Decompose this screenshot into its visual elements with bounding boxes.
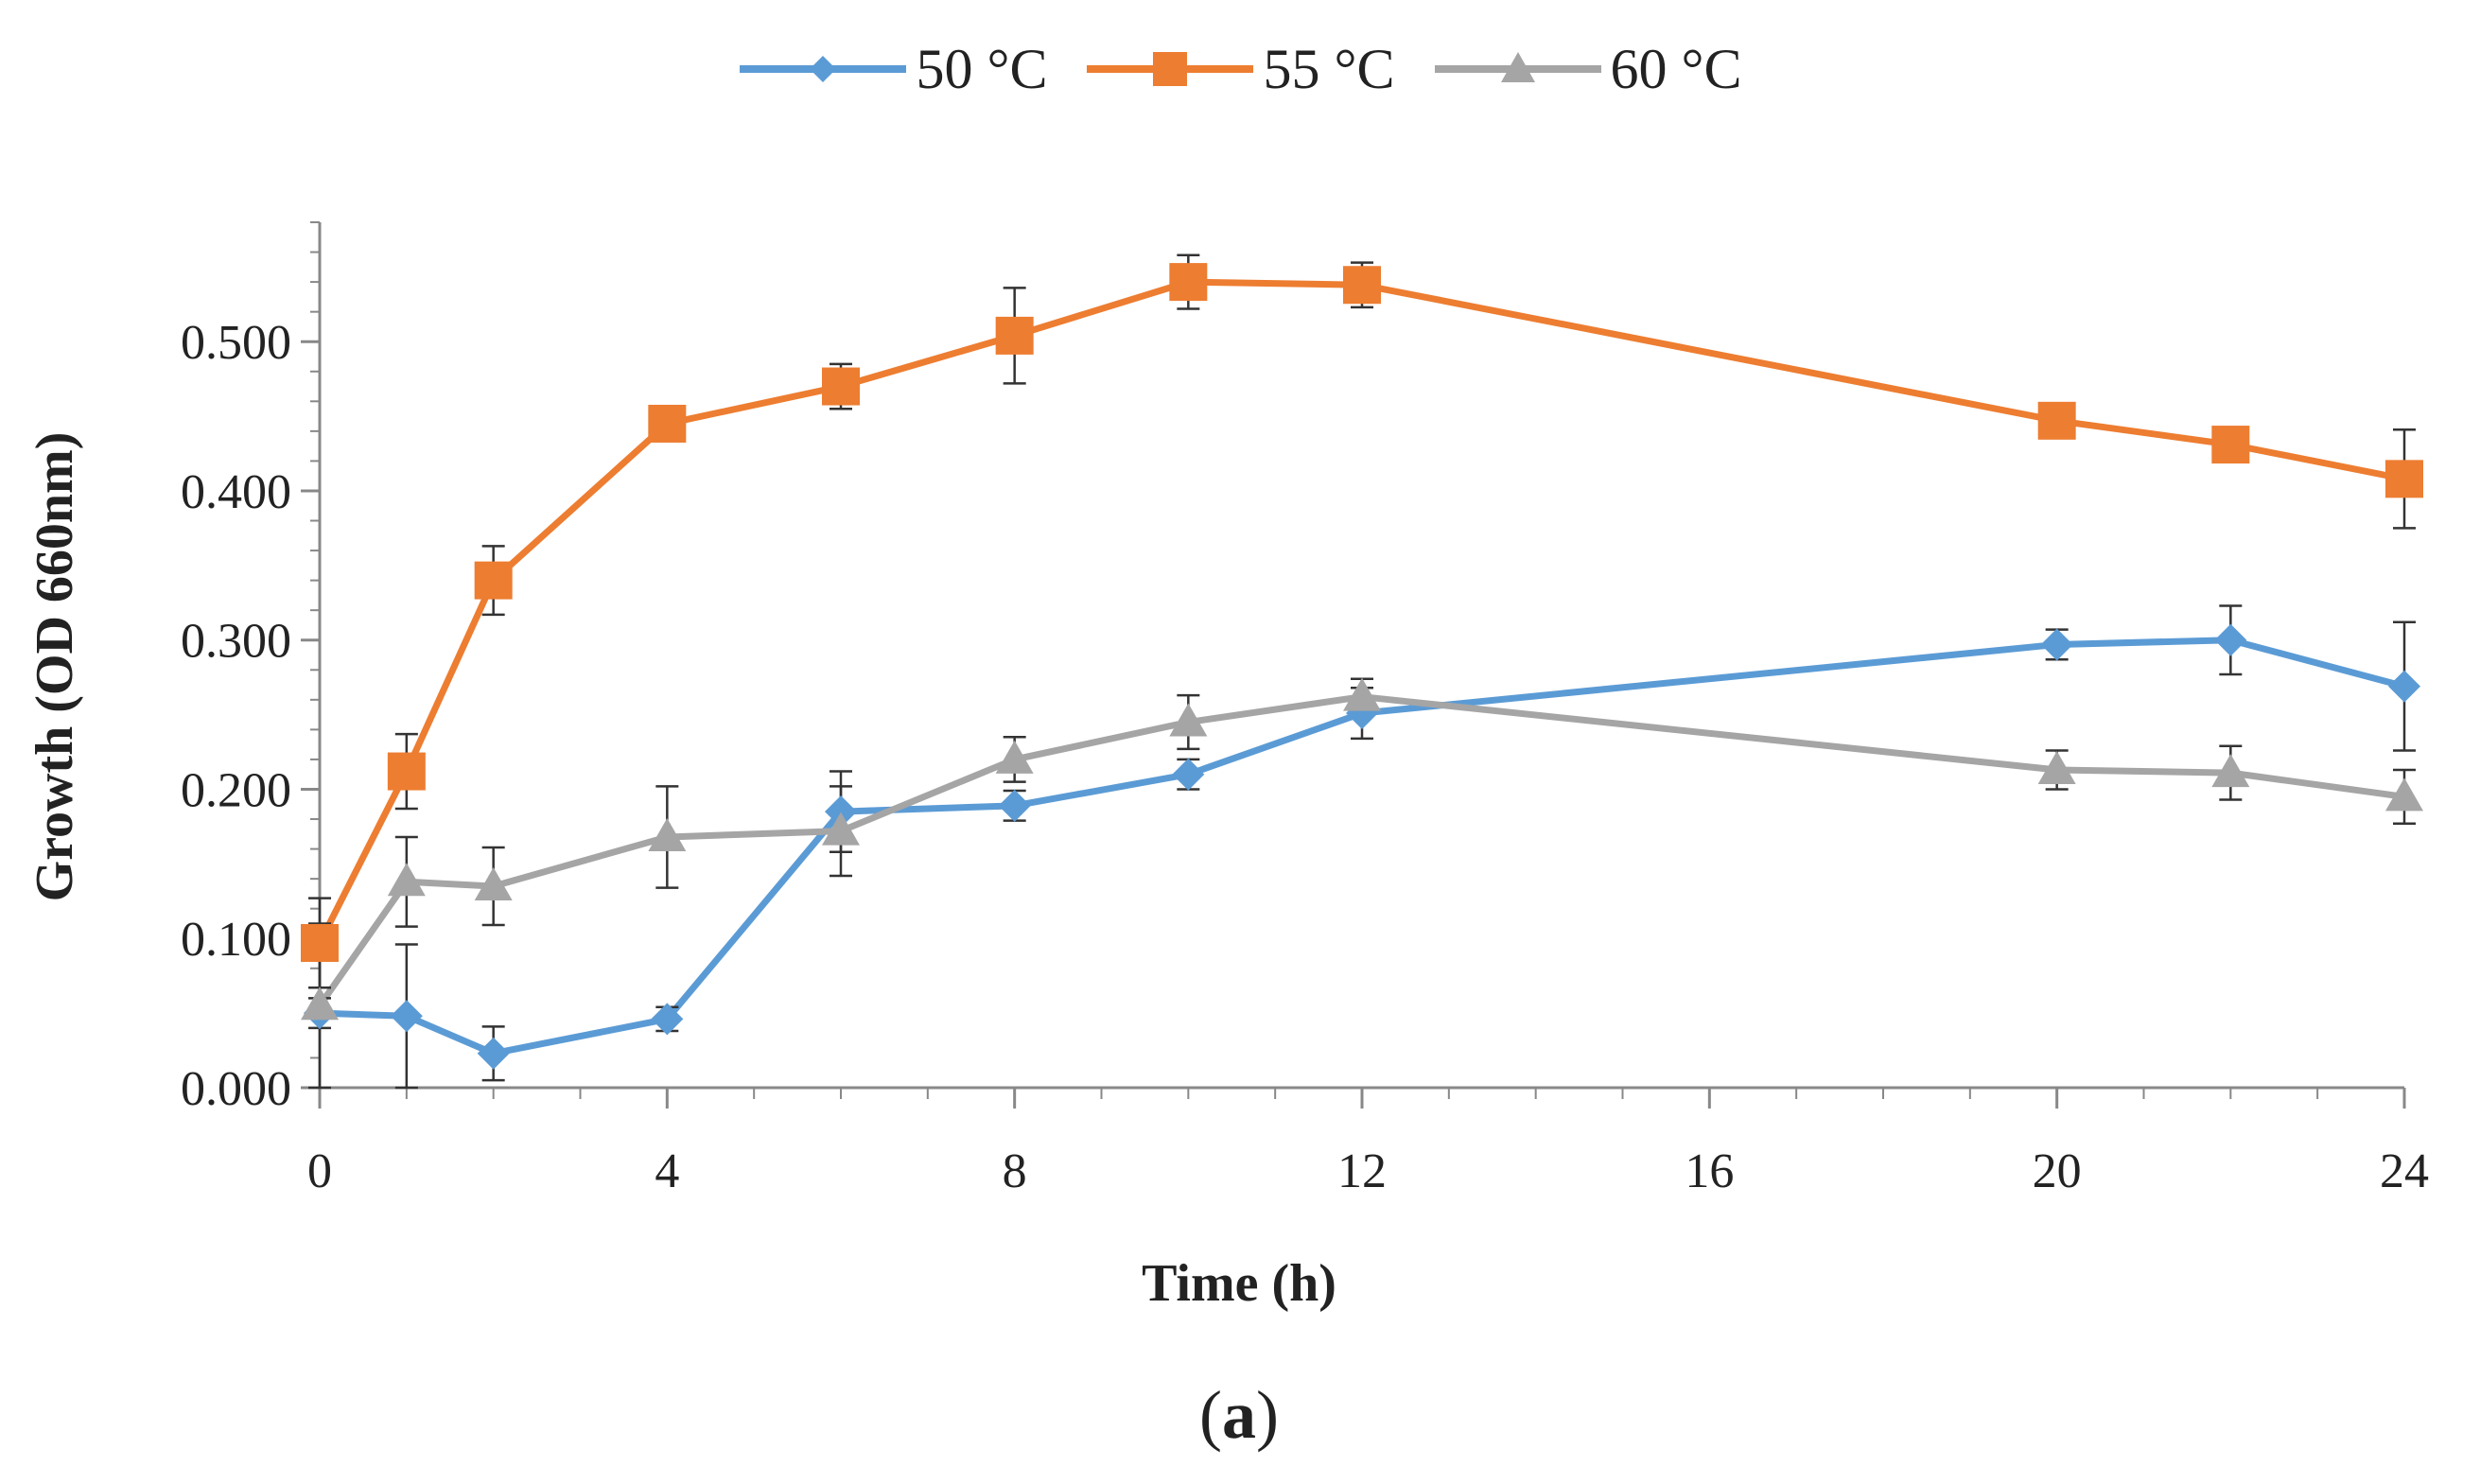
data-point — [474, 561, 513, 600]
y-tick-label: 0.000 — [181, 1062, 291, 1116]
x-tick-label: 16 — [1685, 1144, 1734, 1198]
data-point — [2385, 460, 2423, 498]
legend-item-55c: 55 °C — [1085, 37, 1395, 102]
data-point — [2037, 401, 2076, 440]
panel-label-open: ( — [1199, 1377, 1222, 1453]
data-point — [2385, 777, 2423, 812]
data-point — [474, 867, 513, 901]
data-point — [301, 986, 339, 1021]
y-tick-label: 0.500 — [181, 316, 291, 370]
data-point — [822, 812, 860, 846]
panel-label-close: ) — [1256, 1377, 1279, 1453]
x-tick-label: 4 — [655, 1144, 679, 1198]
x-tick-label: 0 — [307, 1144, 332, 1198]
data-point — [822, 367, 860, 406]
panel-label: (a) — [1199, 1376, 1279, 1455]
data-point — [2040, 628, 2073, 661]
x-axis-title: Time (h) — [1142, 1254, 1336, 1313]
data-point — [1343, 266, 1381, 305]
legend-swatch-60c — [1434, 52, 1601, 82]
y-tick-label: 0.100 — [181, 913, 291, 967]
series-line-2 — [317, 693, 2405, 1008]
data-point — [301, 923, 339, 962]
legend: 50 °C 55 °C 60 °C — [0, 26, 2480, 112]
x-tick-label: 20 — [2033, 1144, 2082, 1198]
data-point — [2388, 670, 2420, 703]
legend-label-50c: 50 °C — [916, 37, 1048, 100]
data-point — [1169, 703, 1208, 737]
data-point — [825, 795, 857, 829]
legend-item-60c: 60 °C — [1433, 37, 1742, 102]
legend-label-60c: 60 °C — [1610, 37, 1742, 100]
y-tick-label: 0.400 — [181, 465, 291, 519]
data-point — [995, 316, 1034, 355]
y-axis-title: Growth (OD 660nm) — [26, 431, 84, 902]
data-point — [2211, 754, 2250, 788]
y-tick-label: 0.300 — [181, 615, 291, 669]
legend-item-50c: 50 °C — [738, 37, 1047, 102]
data-point — [1169, 263, 1208, 302]
x-tick-label: 24 — [2380, 1144, 2429, 1198]
data-point — [387, 863, 426, 897]
data-point — [390, 1000, 423, 1033]
legend-swatch-55c — [1087, 52, 1254, 86]
data-point — [2211, 426, 2250, 464]
data-point — [648, 817, 687, 851]
data-point — [648, 404, 687, 443]
data-point — [998, 789, 1031, 822]
y-tick-label: 0.200 — [181, 763, 291, 817]
x-tick-label: 12 — [1337, 1144, 1387, 1198]
data-point — [1172, 758, 1205, 791]
data-point — [2214, 623, 2247, 656]
data-point — [651, 1003, 684, 1036]
data-point — [995, 740, 1034, 774]
data-point — [387, 752, 426, 791]
x-tick-label: 8 — [1003, 1144, 1027, 1198]
legend-swatch-50c — [740, 56, 907, 82]
data-point — [477, 1037, 510, 1070]
legend-label-55c: 55 °C — [1263, 37, 1395, 100]
data-point — [1343, 677, 1381, 711]
panel-label-letter: a — [1222, 1377, 1256, 1453]
data-point — [2037, 750, 2076, 784]
